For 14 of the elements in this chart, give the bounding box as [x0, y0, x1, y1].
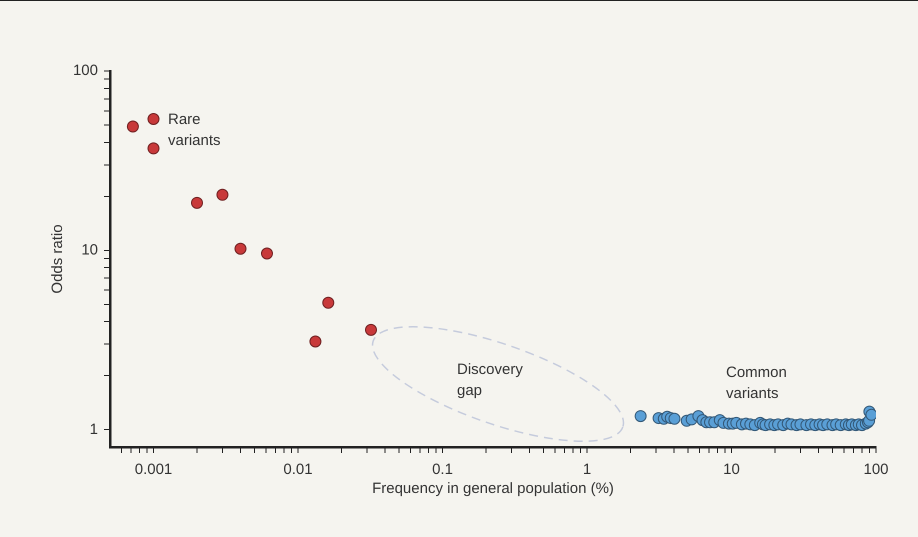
x-tick-label: 100 [863, 461, 889, 478]
x-tick-label: 0.01 [283, 461, 313, 478]
x-axis-title: Frequency in general population (%) [372, 480, 614, 498]
x-tick-label: 0.1 [432, 461, 453, 478]
y-axis-title: Odds ratio [49, 224, 66, 294]
x-tick-label: 0.001 [134, 461, 172, 478]
annotation: Rare variants [168, 110, 222, 151]
x-tick-label: 10 [723, 461, 740, 478]
annotation: Discovery gap [457, 360, 524, 401]
y-tick-label: 10 [81, 241, 98, 258]
y-tick-label: 1 [90, 420, 98, 438]
x-tick-label: 1 [582, 461, 592, 478]
y-tick-label: 100 [72, 62, 98, 80]
annotation: Common variants [726, 363, 788, 404]
